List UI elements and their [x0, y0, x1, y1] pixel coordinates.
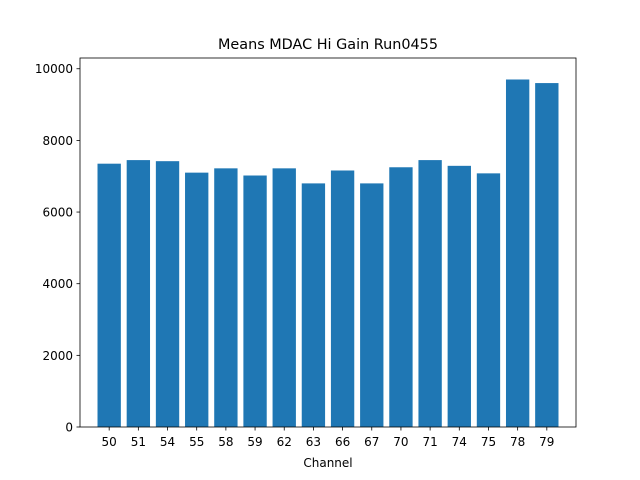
x-axis-ticks: 50 51 54 55 58 59 62 63 66 67 70 71 74 75 78 79: [102, 427, 554, 449]
y-tick-label: 0: [65, 421, 73, 435]
bar-channel-78: [505, 79, 530, 427]
plot-frame: [79, 57, 577, 428]
bar-channel-54: [155, 161, 180, 427]
x-tick-label: 51: [131, 435, 146, 449]
bar-channel-75: [476, 173, 501, 427]
bar-channel-62: [272, 168, 296, 428]
x-axis-label: Channel: [303, 456, 352, 470]
y-tick-label: 8000: [42, 134, 73, 148]
chart-title: Means MDAC Hi Gain Run0455: [218, 37, 438, 53]
y-axis-ticks: 0 2000 4000 6000 8000 10000: [35, 62, 80, 435]
bar-channel-79: [535, 83, 559, 427]
x-tick-label: 62: [277, 435, 292, 449]
bar-channel-70: [389, 167, 413, 428]
y-tick-label: 4000: [42, 277, 73, 291]
bar-channel-59: [243, 175, 267, 427]
bar-channel-51: [126, 160, 151, 428]
y-tick-label: 10000: [35, 62, 73, 76]
x-tick-label: 55: [189, 435, 204, 449]
bar-channel-67: [360, 183, 384, 427]
x-tick-label: 78: [510, 435, 525, 449]
bar-channel-55: [185, 172, 209, 427]
bar-channel-50: [97, 163, 121, 428]
x-tick-label: 54: [160, 435, 175, 449]
x-tick-label: 70: [393, 435, 408, 449]
bar-channel-66: [330, 170, 355, 427]
x-tick-label: 59: [247, 435, 262, 449]
bar-channel-58: [214, 168, 238, 428]
bars-group: [97, 79, 559, 428]
y-tick-label: 2000: [42, 349, 73, 363]
x-tick-label: 75: [481, 435, 496, 449]
x-tick-label: 58: [218, 435, 233, 449]
x-tick-label: 63: [306, 435, 321, 449]
x-tick-label: 66: [335, 435, 350, 449]
x-tick-label: 50: [102, 435, 117, 449]
bar-channel-63: [301, 183, 326, 427]
x-tick-label: 74: [452, 435, 467, 449]
x-tick-label: 71: [422, 435, 437, 449]
y-tick-label: 6000: [42, 206, 73, 220]
bar-channel-71: [418, 160, 442, 428]
x-tick-label: 67: [364, 435, 379, 449]
x-tick-label: 79: [539, 435, 554, 449]
bar-channel-74: [447, 165, 471, 427]
